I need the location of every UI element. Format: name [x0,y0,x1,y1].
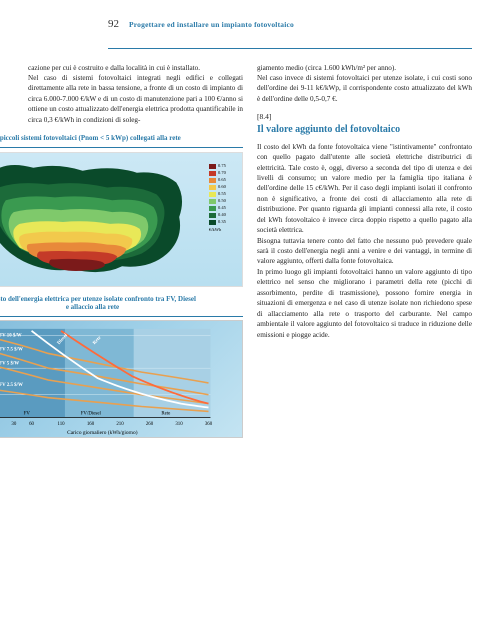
figure-curves: Costo dell'energia elettrica per utenze … [0,295,243,438]
curve-svg: 0.3 0.5 1 2 3 30 60 110 160 210 260 310 … [0,321,242,437]
page-header: 92 Progettare ed installare un impianto … [108,18,472,30]
figure-caption: Costo del kWh per piccoli sistemi fotovo… [0,133,243,143]
xtick: 260 [146,422,154,427]
europe-map-svg [0,153,242,286]
figure-rule [0,147,243,148]
legend-row: 0.45 [209,205,239,212]
columns: cazione per cui è costruito e dalla loca… [28,63,472,447]
legend-swatch [209,178,216,183]
legend-label: 0.65 [218,177,226,184]
region-label: Rete [161,411,170,416]
legend-label: 0.70 [218,170,226,177]
paragraph: giamento medio (circa 1.600 kWh/m² per a… [257,63,472,73]
xtick: 30 [11,422,16,427]
legend-swatch [209,171,216,176]
xtick: 160 [87,422,95,427]
legend-swatch [209,164,216,169]
legend-label: 0.55 [218,191,226,198]
paragraph: Nel caso di sistemi fotovoltaici integra… [28,73,243,125]
series-label: FV 2.5 $/W [0,383,23,388]
header-rule [108,48,472,49]
legend-row: 0.60 [209,184,239,191]
figure-caption: Costo dell'energia elettrica per utenze … [0,295,243,312]
column-left: cazione per cui è costruito e dalla loca… [28,63,243,447]
page-number: 92 [108,18,119,30]
region-label: FV/Diesel [81,411,102,416]
x-axis-label: Carico giornaliero (kWh/giorno) [67,429,138,436]
legend-label: 0.50 [218,198,226,205]
legend-row: 0.50 [209,198,239,205]
legend-row: 0.35 [209,219,239,226]
paragraph: cazione per cui è costruito e dalla loca… [28,63,243,73]
legend-row: 0.75 [209,163,239,170]
paragraph: Bisogna tuttavia tenere conto del fatto … [257,236,472,267]
page: 92 Progettare ed installare un impianto … [0,0,500,464]
legend-swatch [209,206,216,211]
legend-swatch [209,220,216,225]
series-label: FV 5 $/W [0,361,19,366]
region-label: FV [24,411,31,416]
caption-line: Costo dell'energia elettrica per utenze … [0,295,196,303]
legend-label: 0.75 [218,163,226,170]
paragraph: Nel caso invece di sistemi fotovoltaici … [257,73,472,104]
legend-label: 0.35 [218,219,226,226]
map-legend: 0.75 0.70 0.65 0.60 0.55 0.50 0.45 0.40 … [209,163,239,234]
xtick: 110 [57,422,65,427]
paragraph: Il costo del kWh da fonte fotovoltaica v… [257,142,472,236]
figure-rule [0,316,243,317]
legend-label: 0.40 [218,212,226,219]
legend-swatch [209,199,216,204]
xtick: 60 [29,422,34,427]
series-label: FV 10 $/W [0,334,22,339]
header-title: Progettare ed installare un impianto fot… [129,20,294,29]
map-chart: 0.75 0.70 0.65 0.60 0.55 0.50 0.45 0.40 … [0,152,243,287]
legend-row: 0.40 [209,212,239,219]
xtick: 210 [116,422,124,427]
column-right: giamento medio (circa 1.600 kWh/m² per a… [257,63,472,447]
section-title: Il valore aggiunto del fotovoltaico [257,124,472,136]
curve-chart: 0.3 0.5 1 2 3 30 60 110 160 210 260 310 … [0,320,243,438]
section-number: [8.4] [257,112,472,123]
xtick: 360 [205,422,213,427]
caption-line: e allaccio alla rete [66,303,119,311]
legend-swatch [209,192,216,197]
legend-row: 0.70 [209,170,239,177]
legend-swatch [209,213,216,218]
legend-row: 0.65 [209,177,239,184]
figure-map: Costo del kWh per piccoli sistemi fotovo… [0,133,243,287]
series-label: FV 7.5 $/W [0,348,23,353]
legend-unit: €/kWh [209,227,239,234]
legend-label: 0.60 [218,184,226,191]
paragraph: In primo luogo gli impianti fotovoltaici… [257,267,472,340]
legend-swatch [209,185,216,190]
legend-label: 0.45 [218,205,226,212]
legend-row: 0.55 [209,191,239,198]
xtick: 310 [175,422,183,427]
